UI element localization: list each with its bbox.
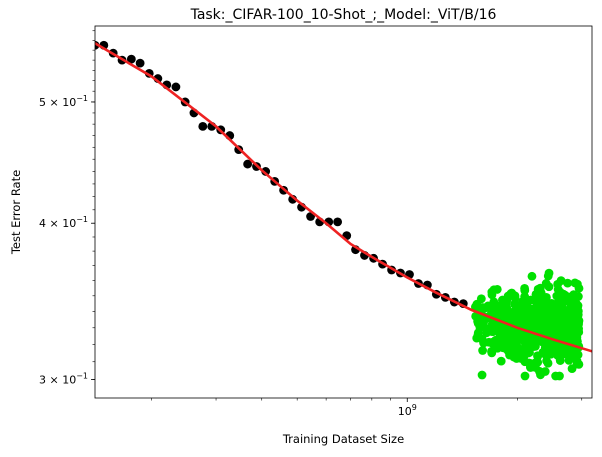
heldout-point xyxy=(525,320,534,330)
heldout-point xyxy=(536,289,546,299)
heldout-point xyxy=(536,322,546,332)
heldout-point xyxy=(527,304,537,314)
x-tick-label: 109 xyxy=(398,403,417,418)
heldout-point xyxy=(482,328,491,338)
heldout-point xyxy=(559,320,569,330)
heldout-point xyxy=(488,300,498,310)
heldout-point xyxy=(574,283,584,293)
observed-point xyxy=(171,82,181,92)
heldout-point xyxy=(505,346,515,355)
heldout-point xyxy=(565,325,575,335)
heldout-point xyxy=(520,292,530,301)
heldout-point xyxy=(551,371,561,381)
heldout-point xyxy=(488,339,498,349)
heldout-point xyxy=(551,343,561,352)
heldout-point xyxy=(541,350,551,360)
heldout-point xyxy=(539,336,549,346)
heldout-point xyxy=(574,327,584,337)
heldout-point xyxy=(476,294,486,304)
heldout-point xyxy=(510,311,520,320)
heldout-point xyxy=(492,322,501,332)
observed-point xyxy=(126,54,136,64)
heldout-point xyxy=(534,315,544,325)
heldout-point xyxy=(570,306,580,315)
chart-title: Task:_CIFAR-100_10-Shot_;_Model:_ViT/B/1… xyxy=(190,7,497,23)
heldout-point xyxy=(520,371,530,381)
heldout-point xyxy=(572,315,582,325)
heldout-point xyxy=(478,346,488,355)
heldout-point xyxy=(527,271,537,281)
y-tick-label: 3 × 10−1 xyxy=(39,372,88,387)
heldout-point xyxy=(555,332,565,342)
heldout-point xyxy=(519,351,529,361)
heldout-point xyxy=(517,306,527,315)
heldout-point xyxy=(473,328,483,338)
fit-curve xyxy=(95,42,592,353)
y-tick-label: 5 × 10−1 xyxy=(39,94,88,109)
heldout-point xyxy=(525,358,535,368)
y-tick-label: 4 × 10−1 xyxy=(39,215,88,230)
observed-point xyxy=(198,122,208,131)
heldout-point xyxy=(549,307,559,317)
heldout-point xyxy=(553,351,563,361)
heldout-point xyxy=(520,283,529,293)
heldout-point xyxy=(507,333,516,343)
heldout-point xyxy=(510,291,519,300)
observed-point xyxy=(261,167,271,176)
x-axis-label: Training Dataset Size xyxy=(282,432,404,446)
heldout-point xyxy=(489,285,499,295)
heldout-point xyxy=(495,307,505,317)
heldout-point xyxy=(496,356,506,366)
heldout-point xyxy=(472,300,482,310)
heldout-point xyxy=(526,342,536,351)
heldout-point xyxy=(562,309,572,319)
plot-frame xyxy=(94,25,593,399)
y-axis-label: Test Error Rate xyxy=(9,170,23,255)
heldout-point xyxy=(495,330,505,340)
heldout-point xyxy=(544,282,554,292)
heldout-point xyxy=(553,285,563,294)
heldout-point xyxy=(543,358,553,368)
heldout-point xyxy=(487,347,496,356)
observed-point xyxy=(243,159,253,169)
heldout-point xyxy=(543,271,553,281)
heldout-point xyxy=(517,319,526,329)
heldout-point xyxy=(571,351,581,360)
heldout-point xyxy=(544,343,554,353)
heldout-point xyxy=(556,276,566,286)
heldout-point xyxy=(477,370,487,380)
heldout-point xyxy=(574,359,584,369)
observed-point xyxy=(333,217,343,227)
observed-point xyxy=(135,58,145,68)
heldout-point xyxy=(568,293,578,303)
heldout-point xyxy=(535,366,544,376)
heldout-point xyxy=(548,317,557,326)
